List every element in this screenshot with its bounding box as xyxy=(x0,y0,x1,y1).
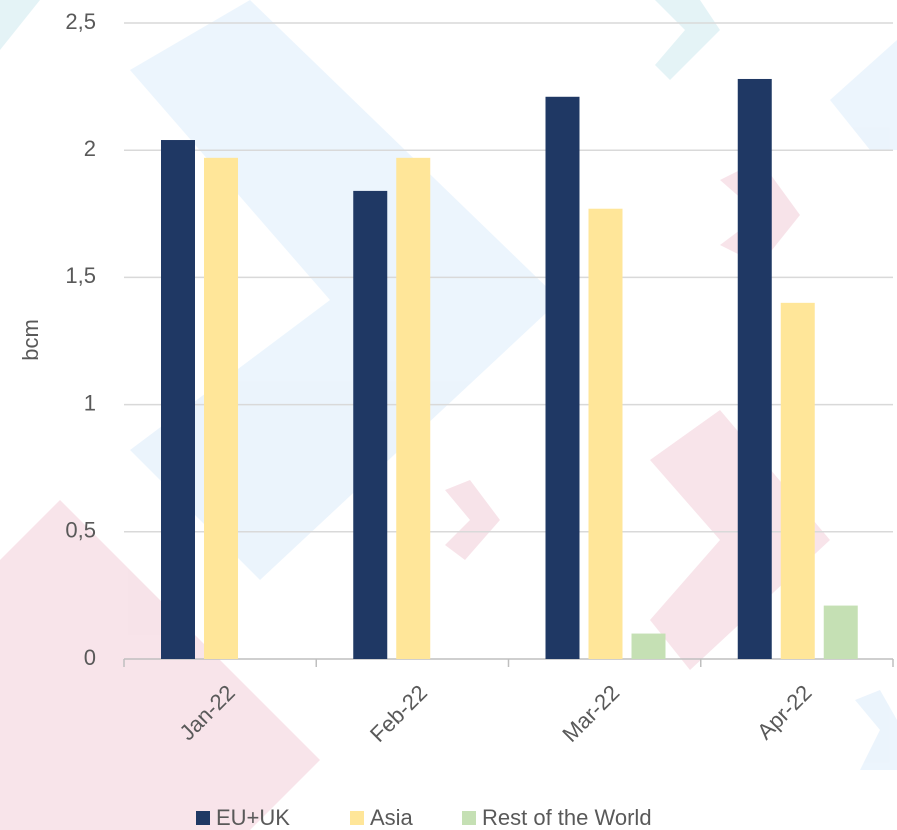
y-tick-label: 1,5 xyxy=(65,263,96,288)
bar xyxy=(353,190,388,660)
legend-label: Rest of the World xyxy=(482,805,652,830)
y-axis-label: bcm xyxy=(18,319,43,361)
y-tick-label: 0,5 xyxy=(65,518,96,543)
bar xyxy=(823,605,858,659)
bar xyxy=(545,96,580,659)
legend-swatch xyxy=(196,811,210,825)
bar xyxy=(588,208,623,659)
y-tick-label: 0 xyxy=(84,645,96,670)
bar xyxy=(396,157,431,659)
y-tick-label: 1 xyxy=(84,390,96,415)
x-tick-label: Mar-22 xyxy=(557,680,624,747)
x-tick-label: Apr-22 xyxy=(752,680,816,744)
bar xyxy=(780,302,815,659)
bar xyxy=(631,633,666,659)
legend-label: EU+UK xyxy=(216,805,290,830)
y-tick-label: 2 xyxy=(84,136,96,161)
bar xyxy=(161,140,195,660)
legend-swatch xyxy=(462,811,476,825)
legend-swatch xyxy=(350,811,364,825)
y-tick-label: 2,5 xyxy=(65,9,96,34)
bar xyxy=(737,78,772,659)
bar xyxy=(204,157,238,659)
legend-label: Asia xyxy=(370,805,414,830)
x-tick-label: Feb-22 xyxy=(365,680,432,747)
